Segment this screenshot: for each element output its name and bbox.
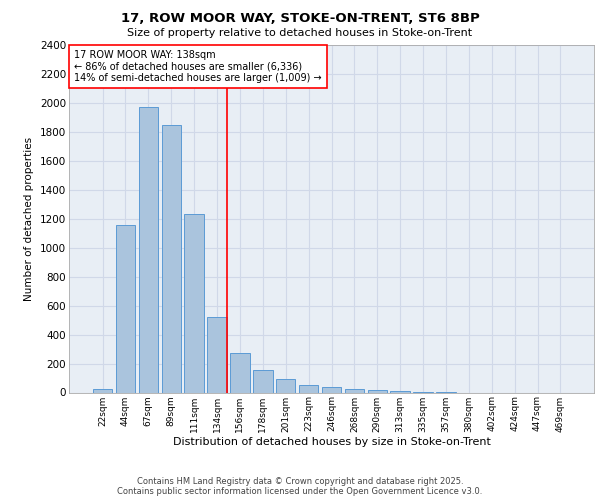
Bar xyxy=(184,214,204,392)
Bar xyxy=(253,370,272,392)
Text: Contains HM Land Registry data © Crown copyright and database right 2025.
Contai: Contains HM Land Registry data © Crown c… xyxy=(118,476,482,496)
Bar xyxy=(161,124,181,392)
Bar xyxy=(276,380,295,392)
Bar xyxy=(344,390,364,392)
Bar xyxy=(208,317,227,392)
X-axis label: Distribution of detached houses by size in Stoke-on-Trent: Distribution of detached houses by size … xyxy=(173,437,490,447)
Bar xyxy=(299,386,319,392)
Text: 17, ROW MOOR WAY, STOKE-ON-TRENT, ST6 8BP: 17, ROW MOOR WAY, STOKE-ON-TRENT, ST6 8B… xyxy=(121,12,479,26)
Bar xyxy=(391,391,410,392)
Text: 17 ROW MOOR WAY: 138sqm
← 86% of detached houses are smaller (6,336)
14% of semi: 17 ROW MOOR WAY: 138sqm ← 86% of detache… xyxy=(74,50,322,84)
Bar xyxy=(139,108,158,393)
Bar xyxy=(116,224,135,392)
Bar xyxy=(93,389,112,392)
Bar xyxy=(368,390,387,392)
Text: Size of property relative to detached houses in Stoke-on-Trent: Size of property relative to detached ho… xyxy=(127,28,473,38)
Bar xyxy=(322,386,341,392)
Y-axis label: Number of detached properties: Number of detached properties xyxy=(25,136,34,301)
Bar xyxy=(230,354,250,393)
